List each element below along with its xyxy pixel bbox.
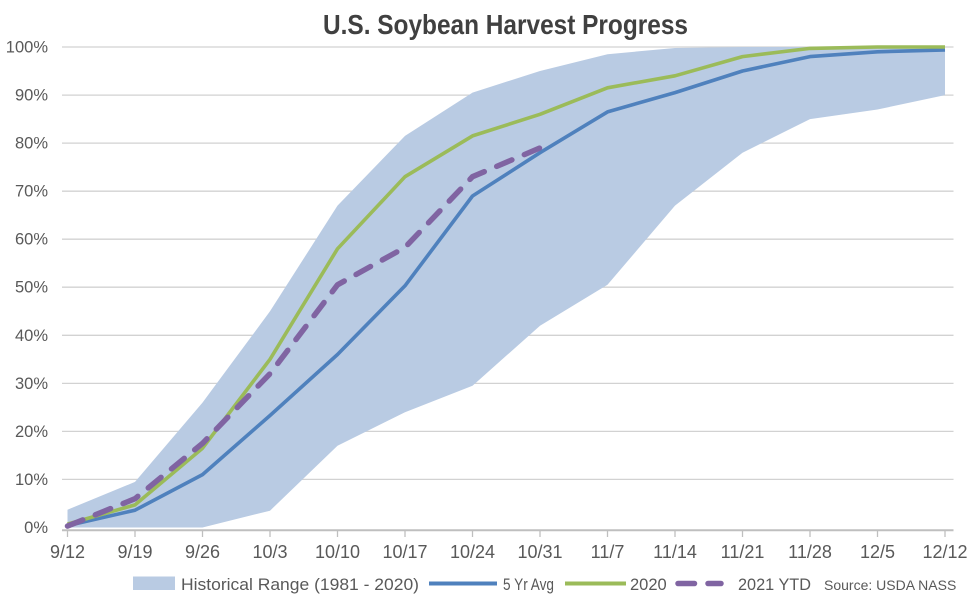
svg-text:100%: 100% [6,39,49,57]
svg-text:U.S. Soybean Harvest Progress: U.S. Soybean Harvest Progress [323,9,688,40]
svg-text:50%: 50% [15,279,48,297]
svg-text:9/12: 9/12 [50,542,85,562]
svg-text:10/3: 10/3 [252,542,287,562]
svg-text:Source: USDA NASS: Source: USDA NASS [824,577,956,593]
svg-text:12/12: 12/12 [922,542,967,562]
svg-text:Historical Range (1981 - 2020): Historical Range (1981 - 2020) [181,576,419,594]
svg-text:2020: 2020 [630,576,667,594]
svg-text:10%: 10% [15,471,48,489]
svg-text:9/19: 9/19 [117,542,152,562]
svg-text:11/14: 11/14 [653,542,697,562]
svg-text:70%: 70% [15,183,48,201]
svg-text:20%: 20% [15,423,48,441]
svg-text:5 Yr Avg: 5 Yr Avg [503,576,554,594]
svg-text:11/7: 11/7 [591,542,625,562]
svg-text:11/21: 11/21 [721,542,765,562]
svg-text:40%: 40% [15,327,48,345]
svg-text:80%: 80% [15,135,48,153]
svg-text:10/17: 10/17 [382,542,427,562]
svg-text:2021 YTD: 2021 YTD [738,576,811,594]
svg-text:12/5: 12/5 [860,542,895,562]
svg-text:10/31: 10/31 [517,542,562,562]
svg-text:11/28: 11/28 [788,542,832,562]
svg-text:10/24: 10/24 [450,542,495,562]
svg-text:10/10: 10/10 [315,542,360,562]
svg-text:0%: 0% [24,519,48,537]
svg-text:30%: 30% [15,375,48,393]
svg-text:9/26: 9/26 [185,542,220,562]
svg-text:90%: 90% [15,87,48,105]
svg-text:60%: 60% [15,231,48,249]
